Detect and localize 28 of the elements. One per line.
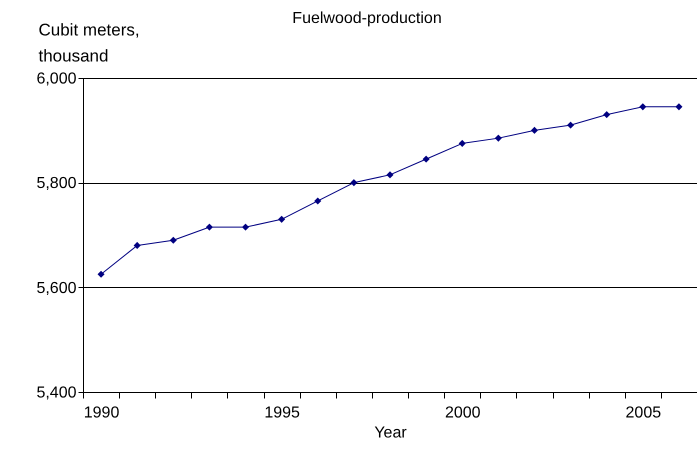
x-tick-label: 2000	[444, 404, 481, 422]
y-tick-label: 5,400	[36, 384, 77, 402]
point	[458, 140, 466, 147]
x-tick-label: 2005	[626, 404, 662, 422]
x-axis-title: Year	[374, 424, 408, 442]
point	[314, 197, 322, 205]
y-axis-title: Cubit meters, thousand	[38, 20, 140, 66]
point	[242, 224, 250, 231]
x-tick-label: 1995	[264, 404, 300, 422]
point	[603, 111, 610, 118]
point	[206, 224, 213, 231]
point	[278, 216, 286, 223]
point	[639, 103, 646, 110]
point	[350, 179, 358, 186]
point	[494, 134, 502, 142]
y-tick-label: 5,800	[36, 175, 77, 192]
point	[567, 122, 574, 129]
point	[422, 156, 430, 163]
point	[386, 171, 394, 178]
chart-title: Fuelwood-production	[292, 10, 442, 27]
point	[98, 270, 105, 278]
x-tick-label: 1990	[84, 404, 120, 422]
y-tick-label: 5,600	[36, 280, 77, 297]
point	[170, 236, 177, 244]
point	[530, 126, 538, 134]
y-tick-label: 6,000	[36, 70, 77, 88]
point	[675, 103, 682, 110]
point	[134, 242, 141, 250]
